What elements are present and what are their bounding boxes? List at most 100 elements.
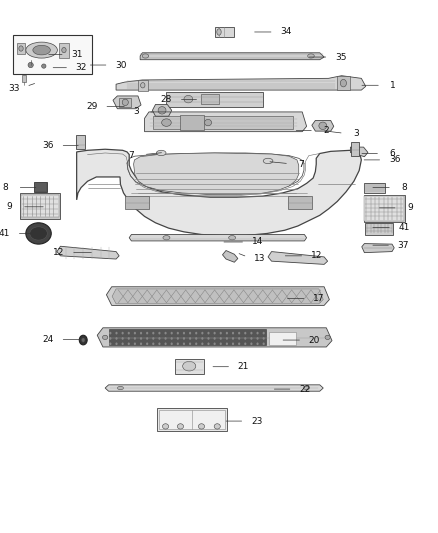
Ellipse shape [177, 424, 184, 429]
Text: 20: 20 [309, 336, 320, 344]
Ellipse shape [156, 150, 166, 156]
Bar [119, 98, 131, 107]
Ellipse shape [142, 54, 149, 58]
Text: 9: 9 [7, 203, 13, 211]
Bar [157, 408, 227, 431]
Ellipse shape [208, 332, 210, 335]
Ellipse shape [195, 332, 198, 335]
Bar [20, 193, 60, 219]
Ellipse shape [152, 337, 155, 340]
Text: 32: 32 [76, 63, 87, 72]
Ellipse shape [220, 332, 222, 335]
Ellipse shape [251, 337, 253, 340]
Ellipse shape [183, 332, 185, 335]
Bar [17, 43, 25, 54]
Ellipse shape [141, 83, 145, 88]
Ellipse shape [128, 342, 130, 345]
Bar [364, 195, 405, 222]
Polygon shape [77, 149, 361, 236]
Ellipse shape [232, 332, 234, 335]
Bar [13, 35, 92, 74]
Bar [34, 182, 47, 192]
Ellipse shape [307, 54, 314, 58]
Ellipse shape [257, 337, 259, 340]
Ellipse shape [116, 342, 117, 345]
Ellipse shape [183, 342, 185, 345]
Text: 36: 36 [42, 141, 54, 150]
Ellipse shape [165, 332, 167, 335]
Text: 17: 17 [313, 294, 325, 303]
Ellipse shape [189, 332, 191, 335]
Ellipse shape [195, 337, 198, 340]
Ellipse shape [238, 332, 240, 335]
Bar [138, 80, 148, 91]
Ellipse shape [79, 335, 87, 345]
Bar [175, 359, 204, 374]
Ellipse shape [159, 332, 161, 335]
Ellipse shape [140, 342, 142, 345]
Text: 9: 9 [407, 204, 413, 212]
Bar [201, 94, 219, 104]
Ellipse shape [244, 332, 247, 335]
Ellipse shape [208, 337, 210, 340]
Ellipse shape [159, 342, 161, 345]
Polygon shape [106, 287, 329, 305]
Text: 30: 30 [115, 61, 127, 69]
Ellipse shape [162, 119, 171, 126]
Ellipse shape [122, 342, 124, 345]
Text: 36: 36 [389, 156, 400, 164]
Ellipse shape [189, 342, 191, 345]
Ellipse shape [201, 337, 204, 340]
Bar [22, 75, 26, 82]
Ellipse shape [81, 338, 85, 342]
Ellipse shape [163, 236, 170, 240]
Ellipse shape [102, 335, 108, 340]
Text: 31: 31 [71, 50, 83, 59]
Ellipse shape [244, 337, 247, 340]
Text: 34: 34 [280, 28, 292, 36]
Ellipse shape [152, 332, 155, 335]
Polygon shape [113, 96, 141, 109]
Bar [269, 332, 296, 345]
Text: 3: 3 [353, 130, 359, 139]
Text: 29: 29 [86, 102, 98, 111]
Ellipse shape [128, 332, 130, 335]
Ellipse shape [116, 337, 117, 340]
Polygon shape [145, 112, 307, 132]
Ellipse shape [189, 337, 191, 340]
Ellipse shape [165, 342, 167, 345]
Polygon shape [152, 104, 172, 116]
Ellipse shape [238, 337, 240, 340]
Bar [59, 43, 69, 58]
Ellipse shape [171, 337, 173, 340]
Polygon shape [116, 76, 366, 90]
Ellipse shape [162, 424, 169, 429]
Ellipse shape [134, 342, 136, 345]
Ellipse shape [19, 46, 23, 51]
Ellipse shape [134, 332, 136, 335]
Ellipse shape [42, 64, 46, 68]
Ellipse shape [165, 337, 167, 340]
Ellipse shape [195, 342, 198, 345]
Ellipse shape [28, 62, 33, 68]
Ellipse shape [214, 342, 216, 345]
Ellipse shape [30, 227, 47, 240]
Text: 37: 37 [398, 241, 409, 249]
Ellipse shape [205, 119, 212, 126]
Ellipse shape [183, 337, 185, 340]
Text: 3: 3 [133, 108, 139, 116]
Text: 35: 35 [335, 53, 346, 61]
Text: 2: 2 [324, 126, 329, 135]
Text: 6: 6 [389, 149, 396, 158]
Bar [351, 142, 359, 156]
Text: 8: 8 [401, 183, 407, 192]
Ellipse shape [220, 337, 222, 340]
Ellipse shape [229, 236, 236, 240]
Polygon shape [350, 147, 368, 157]
Polygon shape [129, 235, 307, 241]
Ellipse shape [171, 342, 173, 345]
Ellipse shape [171, 332, 173, 335]
Bar [159, 410, 225, 429]
Ellipse shape [325, 335, 330, 340]
Text: 21: 21 [238, 362, 249, 371]
